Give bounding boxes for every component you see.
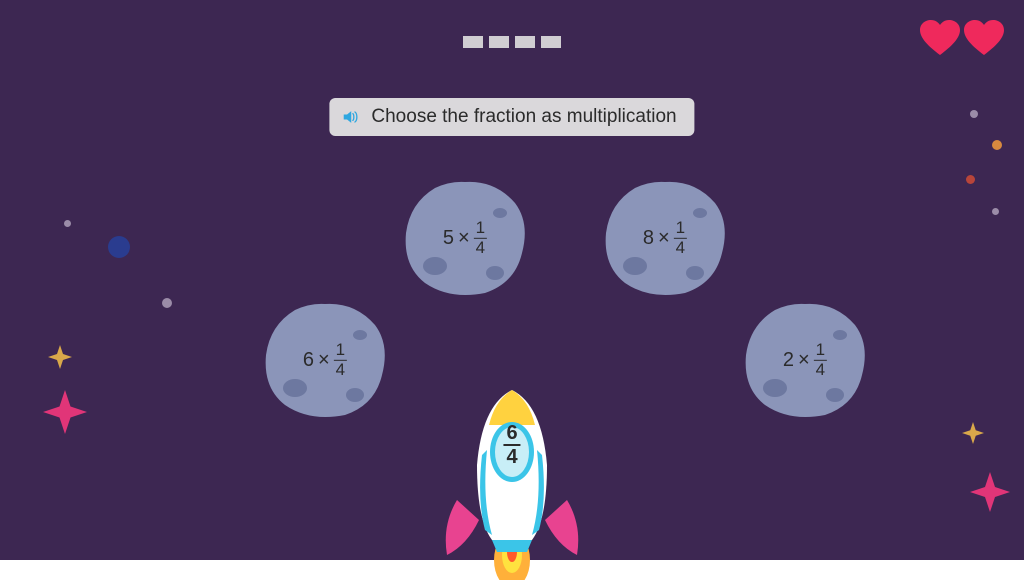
times-symbol: × xyxy=(458,227,470,250)
answer-asteroid[interactable]: 2 × 1 4 xyxy=(740,300,870,420)
decoration-dot xyxy=(162,298,172,308)
progress-block xyxy=(541,36,561,48)
decoration-dot xyxy=(992,208,999,215)
question-numerator: 6 xyxy=(503,422,520,444)
times-symbol: × xyxy=(318,349,330,372)
times-symbol: × xyxy=(658,227,670,250)
instruction-panel: Choose the fraction as multiplication xyxy=(329,98,694,136)
answer-fraction: 1 4 xyxy=(814,341,827,379)
hearts-container xyxy=(920,20,1004,56)
times-symbol: × xyxy=(798,349,810,372)
answer-whole: 8 xyxy=(643,227,654,250)
answer-fraction: 1 4 xyxy=(334,341,347,379)
heart-icon xyxy=(964,20,1004,56)
progress-block xyxy=(463,36,483,48)
decoration-dot xyxy=(108,236,130,258)
answer-asteroid[interactable]: 8 × 1 4 xyxy=(600,178,730,298)
answer-whole: 2 xyxy=(783,349,794,372)
instruction-text: Choose the fraction as multiplication xyxy=(371,106,676,128)
decoration-star xyxy=(43,390,87,434)
progress-block xyxy=(489,36,509,48)
answer-fraction: 1 4 xyxy=(674,219,687,257)
question-fraction: 6 4 xyxy=(503,422,520,468)
question-denominator: 4 xyxy=(503,444,520,468)
answer-whole: 5 xyxy=(443,227,454,250)
progress-bar xyxy=(463,36,561,48)
decoration-dot xyxy=(64,220,71,227)
decoration-star xyxy=(970,472,1010,512)
decoration-star xyxy=(48,345,72,369)
decoration-dot xyxy=(970,110,978,118)
decoration-star xyxy=(962,422,984,444)
answer-whole: 6 xyxy=(303,349,314,372)
audio-icon[interactable] xyxy=(339,106,361,128)
decoration-dot xyxy=(992,140,1002,150)
decoration-dot xyxy=(966,175,975,184)
heart-icon xyxy=(920,20,960,56)
answer-asteroid[interactable]: 5 × 1 4 xyxy=(400,178,530,298)
rocket: 6 4 xyxy=(427,380,597,580)
answer-asteroid[interactable]: 6 × 1 4 xyxy=(260,300,390,420)
progress-block xyxy=(515,36,535,48)
answer-fraction: 1 4 xyxy=(474,219,487,257)
